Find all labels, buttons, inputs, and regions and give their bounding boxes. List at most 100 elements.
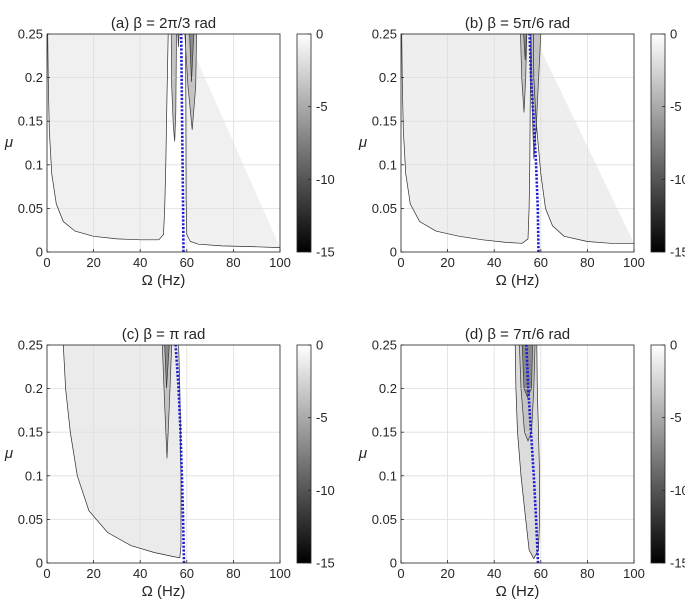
y-tick-label: 0.1 — [379, 157, 397, 172]
chart-panel-b: 0 20 40 60 80 100 0 0.05 0.1 0.15 0.2 0.25 (b) β = 5… — [358, 15, 685, 289]
y-tick-label: 0.05 — [18, 512, 43, 527]
x-tick-label: 20 — [86, 566, 100, 581]
colorbar-tick-label: -15 — [670, 245, 685, 260]
contour-line-2 — [532, 33, 634, 244]
x-axis-label: Ω (Hz) — [496, 583, 540, 600]
colorbar-tick-label: 0 — [670, 338, 677, 353]
y-tick-label: 0.1 — [379, 468, 397, 483]
colorbar-gradient — [650, 344, 666, 564]
contour-line-1 — [62, 344, 182, 559]
colorbar-gradient — [296, 344, 312, 564]
resonance-line — [528, 33, 540, 253]
contour-line-5 — [523, 33, 528, 61]
chart-title: (b) β = 5π/6 rad — [465, 15, 570, 32]
resonance-line — [179, 33, 185, 253]
y-tick-label: 0.2 — [379, 70, 397, 85]
y-tick-label: 0.15 — [18, 425, 43, 440]
contour-region-3 — [164, 345, 170, 389]
contour-line-2 — [185, 33, 281, 248]
y-tick-label: 0.2 — [25, 381, 43, 396]
contour-line-2 — [519, 344, 536, 442]
x-tick-label: 0 — [397, 566, 404, 581]
colorbar-tick-label: -15 — [316, 556, 335, 571]
y-axis-label: μ — [358, 445, 367, 462]
y-tick-label: 0.2 — [25, 70, 43, 85]
colorbar-gradient — [650, 33, 666, 253]
colorbar: 0 -5 -10 -15 — [650, 27, 685, 260]
x-tick-label: 40 — [487, 255, 501, 270]
y-tick-label: 0.15 — [372, 425, 397, 440]
y-tick-label: 0 — [36, 556, 43, 571]
x-tick-label: 40 — [133, 255, 147, 270]
y-tick-label: 0.1 — [25, 468, 43, 483]
y-tick-label: 0.25 — [372, 338, 397, 353]
colorbar-tick-label: -15 — [316, 245, 335, 260]
axes-frame — [46, 33, 281, 253]
y-tick-label: 0.25 — [18, 338, 43, 353]
contour-region-5 — [523, 34, 527, 61]
y-axis-label: μ — [358, 134, 367, 151]
x-axis-label: Ω (Hz) — [142, 583, 186, 600]
x-tick-label: 20 — [440, 566, 454, 581]
contour-region-1 — [63, 345, 181, 558]
x-tick-label: 100 — [623, 566, 645, 581]
y-axis-label: μ — [4, 134, 13, 151]
contour-line-4 — [184, 33, 197, 130]
x-tick-label: 40 — [133, 566, 147, 581]
contour-region-6 — [189, 34, 194, 82]
x-tick-label: 20 — [86, 255, 100, 270]
contour-line-3 — [164, 344, 170, 389]
x-tick-label: 80 — [580, 255, 594, 270]
x-axis-label: Ω (Hz) — [142, 272, 186, 289]
colorbar-tick-label: 0 — [670, 27, 677, 42]
x-tick-label: 60 — [180, 255, 194, 270]
contour-line-5 — [177, 33, 180, 48]
colorbar-tick-label: -5 — [316, 410, 328, 425]
contour-region-1 — [401, 34, 531, 244]
colorbar-tick-label: -15 — [670, 556, 685, 571]
axes-frame — [400, 344, 635, 564]
contour-region-2 — [533, 34, 634, 244]
x-tick-label: 80 — [226, 255, 240, 270]
contour-region-4 — [184, 34, 197, 130]
colorbar-tick-label: 0 — [316, 27, 323, 42]
y-tick-label: 0.05 — [18, 201, 43, 216]
contour-region-1 — [47, 34, 169, 240]
colorbar-tick-label: -10 — [670, 172, 685, 187]
colorbar-gradient — [296, 33, 312, 253]
x-tick-label: 100 — [269, 255, 291, 270]
colorbar: 0 -5 -10 -15 — [296, 338, 335, 571]
contour-line-1 — [47, 33, 169, 241]
axes-frame — [46, 344, 281, 564]
y-tick-label: 0.2 — [379, 381, 397, 396]
y-tick-label: 0 — [36, 245, 43, 260]
contour-region-2 — [185, 34, 280, 248]
contour-line-3 — [520, 33, 528, 113]
resonance-line — [525, 344, 540, 564]
contour-line-3 — [170, 33, 177, 142]
x-tick-label: 60 — [534, 566, 548, 581]
colorbar-tick-label: -10 — [670, 483, 685, 498]
contour-line-2 — [161, 344, 173, 459]
x-tick-label: 0 — [397, 255, 404, 270]
colorbar-tick-label: -10 — [316, 483, 335, 498]
contour-line-1 — [401, 33, 532, 244]
colorbar-tick-label: -5 — [670, 99, 682, 114]
chart-title: (c) β = π rad — [122, 326, 206, 343]
x-tick-label: 80 — [226, 566, 240, 581]
resonance-line — [174, 344, 186, 564]
y-tick-label: 0 — [390, 556, 397, 571]
x-tick-label: 80 — [580, 566, 594, 581]
x-tick-label: 0 — [43, 255, 50, 270]
x-tick-label: 60 — [180, 566, 194, 581]
chart-title: (a) β = 2π/3 rad — [111, 15, 216, 32]
y-tick-label: 0.25 — [18, 27, 43, 42]
x-tick-label: 60 — [534, 255, 548, 270]
colorbar-tick-label: -10 — [316, 172, 335, 187]
chart-panel-a: 0 20 40 60 80 100 0 0.05 0.1 0.15 0.2 0.25 (a) β = 2… — [4, 15, 335, 289]
colorbar: 0 -5 -10 -15 — [650, 338, 685, 571]
contour-line-6 — [189, 33, 195, 83]
colorbar: 0 -5 -10 -15 — [296, 27, 335, 260]
colorbar-tick-label: 0 — [316, 338, 323, 353]
